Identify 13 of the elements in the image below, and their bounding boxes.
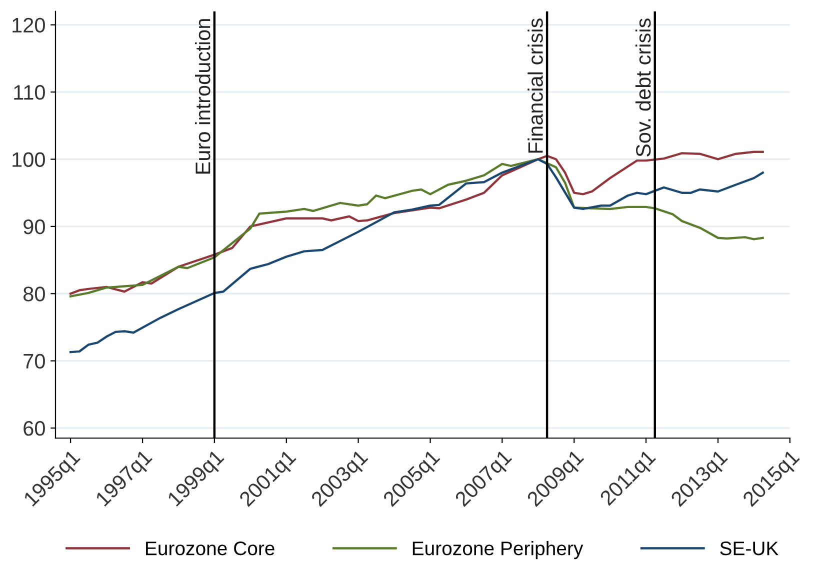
ref-line-label: Sov. debt crisis — [635, 18, 651, 157]
y-tick-label: 70 — [24, 354, 45, 369]
ref-line-label: Euro introduction — [195, 19, 210, 174]
legend-label: SE-UK — [720, 541, 778, 556]
y-tick-label: 100 — [12, 152, 45, 167]
y-tick-label: 120 — [12, 18, 45, 33]
y-tick-label: 80 — [24, 286, 45, 302]
y-tick-label: 90 — [24, 219, 45, 234]
legend-label: Eurozone Periphery — [412, 540, 584, 560]
y-tick-label: 60 — [24, 421, 45, 436]
legend-label: Eurozone Core — [146, 541, 274, 556]
y-tick-label: 110 — [14, 85, 45, 100]
ref-line-label: Financial crisis — [528, 18, 543, 153]
